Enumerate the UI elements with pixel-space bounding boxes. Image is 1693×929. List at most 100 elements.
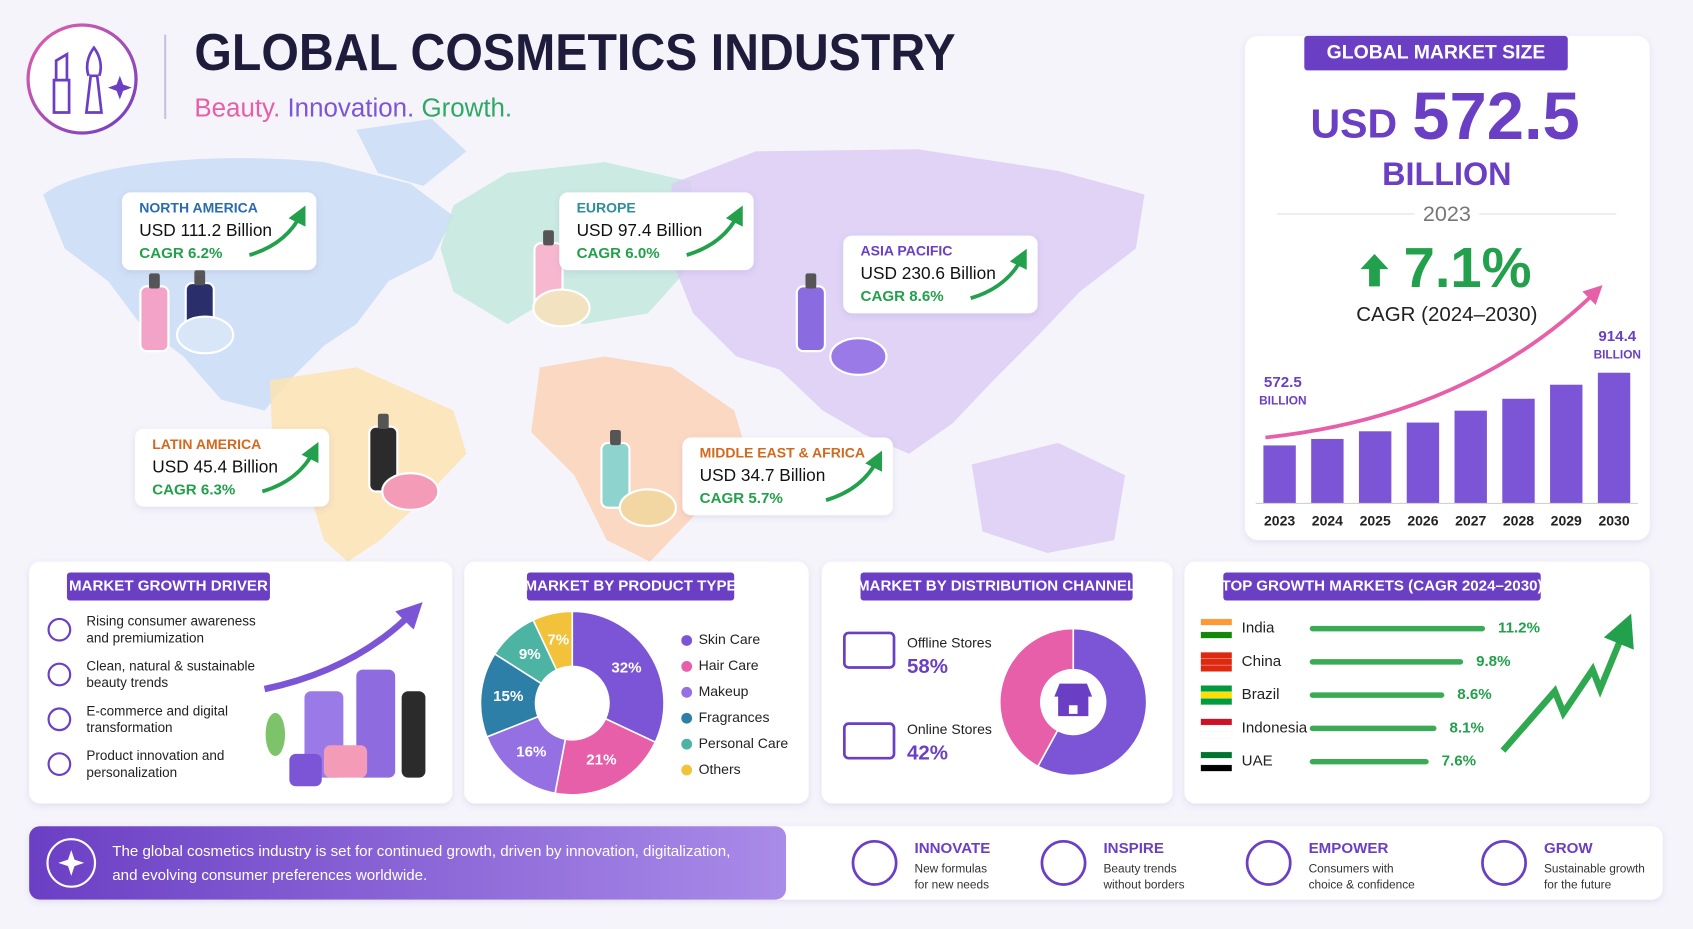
category-label: Brazil: [1242, 686, 1280, 703]
value-unit: BILLION: [1259, 393, 1306, 407]
driver-text: beauty trends: [86, 675, 168, 690]
x-tick-label: 2026: [1407, 512, 1438, 528]
legend-swatch: [681, 738, 693, 750]
driver-text: personalization: [86, 765, 177, 780]
region-cagr: CAGR 8.6%: [861, 288, 945, 305]
value-label: 9%: [519, 646, 541, 663]
pillar-title: GROW: [1544, 840, 1593, 857]
pillar-text: choice & confidence: [1309, 878, 1416, 892]
product-bottle: [795, 285, 826, 353]
x-tick-label: 2024: [1312, 512, 1343, 528]
product-cap: [149, 273, 160, 289]
value-label: 21%: [586, 751, 617, 768]
pillar-icon: [1040, 839, 1087, 886]
flag: [1200, 751, 1233, 759]
legend-swatch: [681, 712, 693, 724]
growth-arrow: [248, 205, 306, 257]
pillar-icon: [1245, 839, 1292, 886]
leaf: [265, 712, 286, 757]
driver-icon: [47, 662, 72, 687]
flag: [1200, 631, 1233, 639]
bar: [1406, 422, 1440, 504]
pillar-text: Consumers with: [1309, 862, 1394, 876]
tagline-word: Growth.: [421, 94, 512, 122]
pillar-text: Beauty trends: [1103, 862, 1176, 876]
pie-slice: [532, 610, 574, 671]
region-name: ASIA PACIFIC: [861, 242, 953, 258]
footer-message: and evolving consumer preferences worldw…: [112, 867, 427, 884]
driver-icon: [47, 752, 72, 776]
value-label: 9.8%: [1476, 653, 1511, 670]
pillar-text: for the future: [1544, 878, 1612, 892]
flag: [1200, 691, 1233, 699]
value-label: 8.6%: [1457, 686, 1492, 703]
pillar-text: without borders: [1102, 878, 1184, 892]
legend-swatch: [681, 661, 693, 672]
tagline: Beauty. Innovation. Growth.: [194, 94, 512, 122]
driver-text: Clean, natural & sustainable: [86, 659, 255, 674]
driver-text: and premiumization: [86, 630, 204, 645]
product-jar: [532, 288, 591, 328]
legend-label: Others: [699, 761, 741, 777]
market-size-card: [1244, 35, 1650, 541]
region-card: [134, 428, 330, 507]
tagline-word: Innovation.: [287, 94, 414, 122]
bar: [1454, 410, 1487, 504]
region-cagr: CAGR 6.2%: [139, 245, 223, 262]
growth-arrow: [261, 442, 319, 494]
driver-text: transformation: [86, 720, 172, 735]
bar: [1358, 431, 1392, 504]
pie-slice: [999, 627, 1075, 768]
value-label: 32%: [611, 660, 642, 677]
flag: [1200, 618, 1233, 626]
bar: [1502, 398, 1535, 504]
product-jar: [381, 472, 440, 511]
banner-icon: [46, 838, 97, 888]
footer-message: The global cosmetics industry is set for…: [112, 843, 730, 860]
continent: [971, 442, 1126, 554]
product-illustration: [323, 745, 368, 778]
growth-rate: 7.1%: [1404, 236, 1532, 299]
value-label: 11.2%: [1498, 620, 1541, 637]
product-bottle: [139, 285, 170, 353]
bar: [1309, 659, 1464, 665]
category-label: UAE: [1242, 753, 1273, 770]
card-title: MARKET BY DISTRIBUTION CHANNEL: [857, 577, 1136, 594]
x-tick-label: 2030: [1598, 512, 1629, 528]
legend-swatch: [681, 764, 693, 776]
continent: [356, 118, 467, 186]
region-market: USD 111.2 Billion: [139, 220, 272, 240]
region-market: USD 230.6 Billion: [861, 263, 996, 283]
pillar-text: for new needs: [915, 878, 990, 892]
flag: [1200, 758, 1233, 766]
market-size-unit: BILLION: [1382, 156, 1511, 192]
growth-arrow: [686, 205, 743, 257]
product-cap: [543, 230, 554, 246]
region-cagr: CAGR 5.7%: [700, 490, 784, 507]
market-size-value: 572.5: [1412, 79, 1580, 154]
product-cap: [194, 270, 206, 286]
flag: [1200, 718, 1233, 726]
logo-lipstick: [52, 51, 71, 114]
currency: USD: [1311, 100, 1398, 146]
value-unit: BILLION: [1594, 348, 1641, 362]
region-name: MIDDLE EAST & AFRICA: [700, 444, 865, 460]
logo-brush: [84, 45, 104, 114]
product-jar: [829, 337, 888, 376]
legend-label: Hair Care: [699, 657, 759, 673]
x-tick-label: 2028: [1503, 512, 1534, 528]
pillar-title: INSPIRE: [1103, 840, 1163, 857]
driver-text: Rising consumer awareness: [86, 614, 256, 629]
bar: [1263, 445, 1296, 504]
pillar-icon: [851, 839, 898, 886]
product-illustration: [401, 691, 426, 778]
value-label: 16%: [516, 744, 547, 761]
up-arrow: [1360, 253, 1389, 287]
flag: [1200, 625, 1233, 633]
growth-label: CAGR (2024–2030): [1356, 303, 1537, 326]
bar: [1309, 725, 1437, 732]
x-tick-label: 2025: [1360, 512, 1391, 528]
trend-curve: [1265, 285, 1603, 440]
value-label: 7.6%: [1442, 753, 1477, 770]
